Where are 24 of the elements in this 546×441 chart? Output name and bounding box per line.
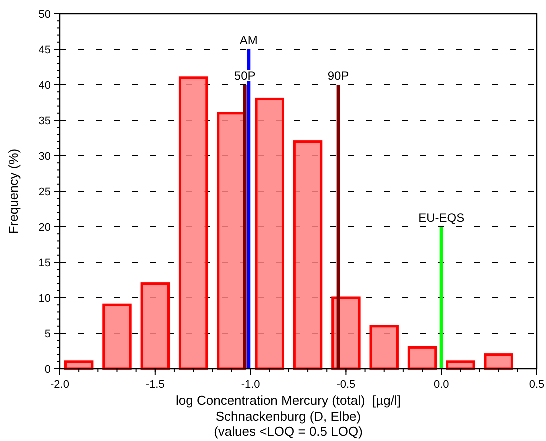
series-label: AM <box>240 34 258 48</box>
text: Schnackenburg (D, Elbe) <box>216 409 362 424</box>
y-tick-label: 35 <box>38 115 51 128</box>
x-axis-title: log Concentration Mercury (total) [µg/l] <box>176 393 401 408</box>
y-tick-label: 40 <box>38 80 51 92</box>
y-tick-label: 15 <box>38 257 51 270</box>
text: (values <LOQ = 0.5 LOQ) <box>214 424 363 439</box>
y-tick-label: 30 <box>38 150 51 163</box>
y-tick-label: 5 <box>44 328 51 340</box>
x-tick-label: -1.0 <box>241 379 260 391</box>
y-tick-label: 10 <box>38 292 51 305</box>
series-label: EU-EQS <box>418 211 465 225</box>
y-tick-label: 45 <box>38 44 51 56</box>
y-tick-label: 20 <box>38 222 51 234</box>
y-axis-title: Frequency (%) <box>6 148 21 234</box>
x-tick-label: -0.5 <box>336 379 356 391</box>
series-label: 90P <box>328 69 350 83</box>
x-tick-label: -2.0 <box>50 379 70 391</box>
x-tick-label: 0.0 <box>434 379 450 391</box>
y-tick-label: 0 <box>44 364 51 376</box>
x-tick-label: -1.5 <box>146 379 165 391</box>
x-tick-label: 0.5 <box>529 379 545 391</box>
y-tick-label: 25 <box>38 186 51 198</box>
y-tick-label: 50 <box>38 8 51 21</box>
